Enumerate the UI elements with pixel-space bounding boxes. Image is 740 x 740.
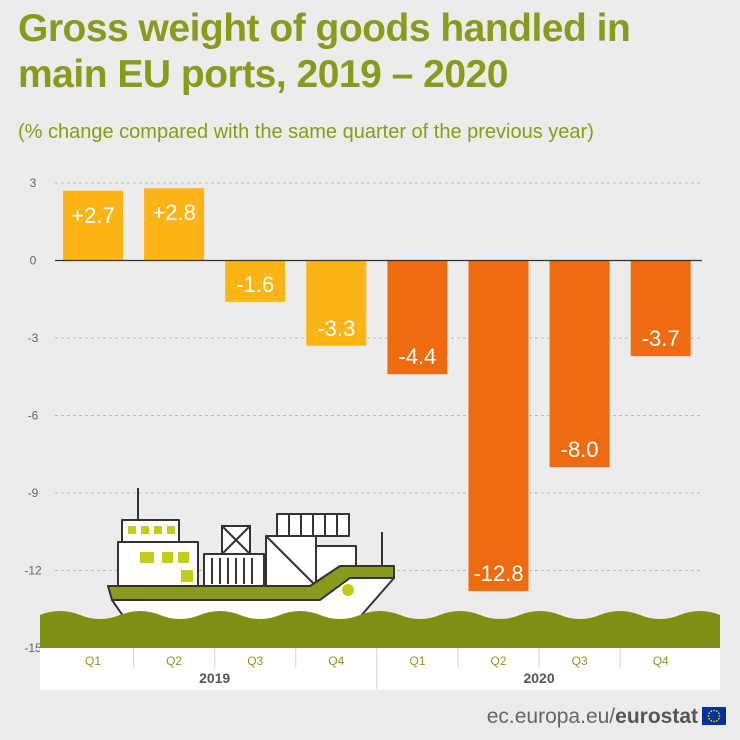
source-link[interactable]: ec.europa.eu/eurostat: [487, 704, 698, 730]
x-tick-label: Q4: [328, 654, 344, 668]
flag-star: [717, 712, 720, 715]
cargo-ship-illustration: [107, 488, 395, 627]
bar: [468, 260, 529, 592]
bars: +2.7 +2.8 -1.6 -3.3 -4.4 -12.8 -8.0 -3.7: [63, 188, 691, 592]
x-tick-label: Q3: [572, 654, 588, 668]
y-axis-ticks: 3 0 -3 -6 -9 -12 -15: [24, 176, 42, 655]
x-tick-label: Q2: [166, 654, 182, 668]
bar: [630, 260, 691, 357]
flag-star: [713, 709, 715, 712]
bar-value-label: -3.7: [642, 326, 680, 351]
y-tick-label: -6: [28, 409, 39, 423]
page-title: Gross weight of goods handled in main EU…: [18, 7, 631, 96]
x-axis-labels: Q1 Q2 Q3 Q4 2019 Q1 Q2 Q3 Q4 2020: [85, 648, 669, 690]
bar-value-label: -4.4: [398, 344, 436, 369]
bar: [306, 260, 367, 346]
bar: [549, 260, 610, 468]
brand-name: eurostat: [615, 705, 698, 728]
flag-star: [710, 710, 713, 713]
bar: [63, 190, 123, 261]
flag-star: [715, 719, 718, 722]
x-tick-label: Q1: [85, 654, 101, 668]
eu-flag-icon: [702, 707, 726, 725]
flag-star: [717, 717, 720, 720]
flag-star: [713, 720, 715, 723]
flag-star: [710, 719, 713, 722]
bar-value-label: +2.7: [71, 203, 114, 228]
source-url: ec.europa.eu/: [486, 705, 616, 728]
flag-star: [718, 715, 721, 717]
x-tick-label: Q2: [490, 654, 506, 668]
y-tick-label: -9: [28, 486, 39, 500]
sea-waves: [40, 611, 720, 648]
bar: [144, 188, 205, 261]
bar-value-label: +2.8: [152, 200, 195, 225]
y-tick-label: -3: [28, 331, 39, 345]
y-tick-label: -12: [24, 564, 42, 578]
flag-star: [708, 712, 711, 715]
y-tick-label: 0: [30, 254, 37, 268]
flag-star: [707, 715, 710, 717]
group-label: 2019: [199, 670, 230, 686]
bar-value-label: -3.3: [317, 316, 355, 341]
flag-star: [715, 710, 718, 713]
bar-value-label: -1.6: [236, 272, 274, 297]
chart-subtitle: (% change compared with the same quarter…: [18, 121, 594, 143]
group-label: 2020: [523, 670, 554, 686]
x-tick-label: Q3: [247, 654, 263, 668]
y-tick-label: -15: [24, 641, 42, 655]
bar-value-label: -8.0: [561, 437, 599, 462]
x-tick-label: Q4: [653, 654, 669, 668]
bar: [225, 260, 286, 302]
bar-value-label: -12.8: [473, 561, 523, 586]
bar: [387, 260, 448, 375]
x-tick-label: Q1: [409, 654, 425, 668]
category-axis-band: [40, 648, 720, 690]
flag-star: [708, 717, 711, 720]
y-tick-label: 3: [30, 176, 37, 190]
